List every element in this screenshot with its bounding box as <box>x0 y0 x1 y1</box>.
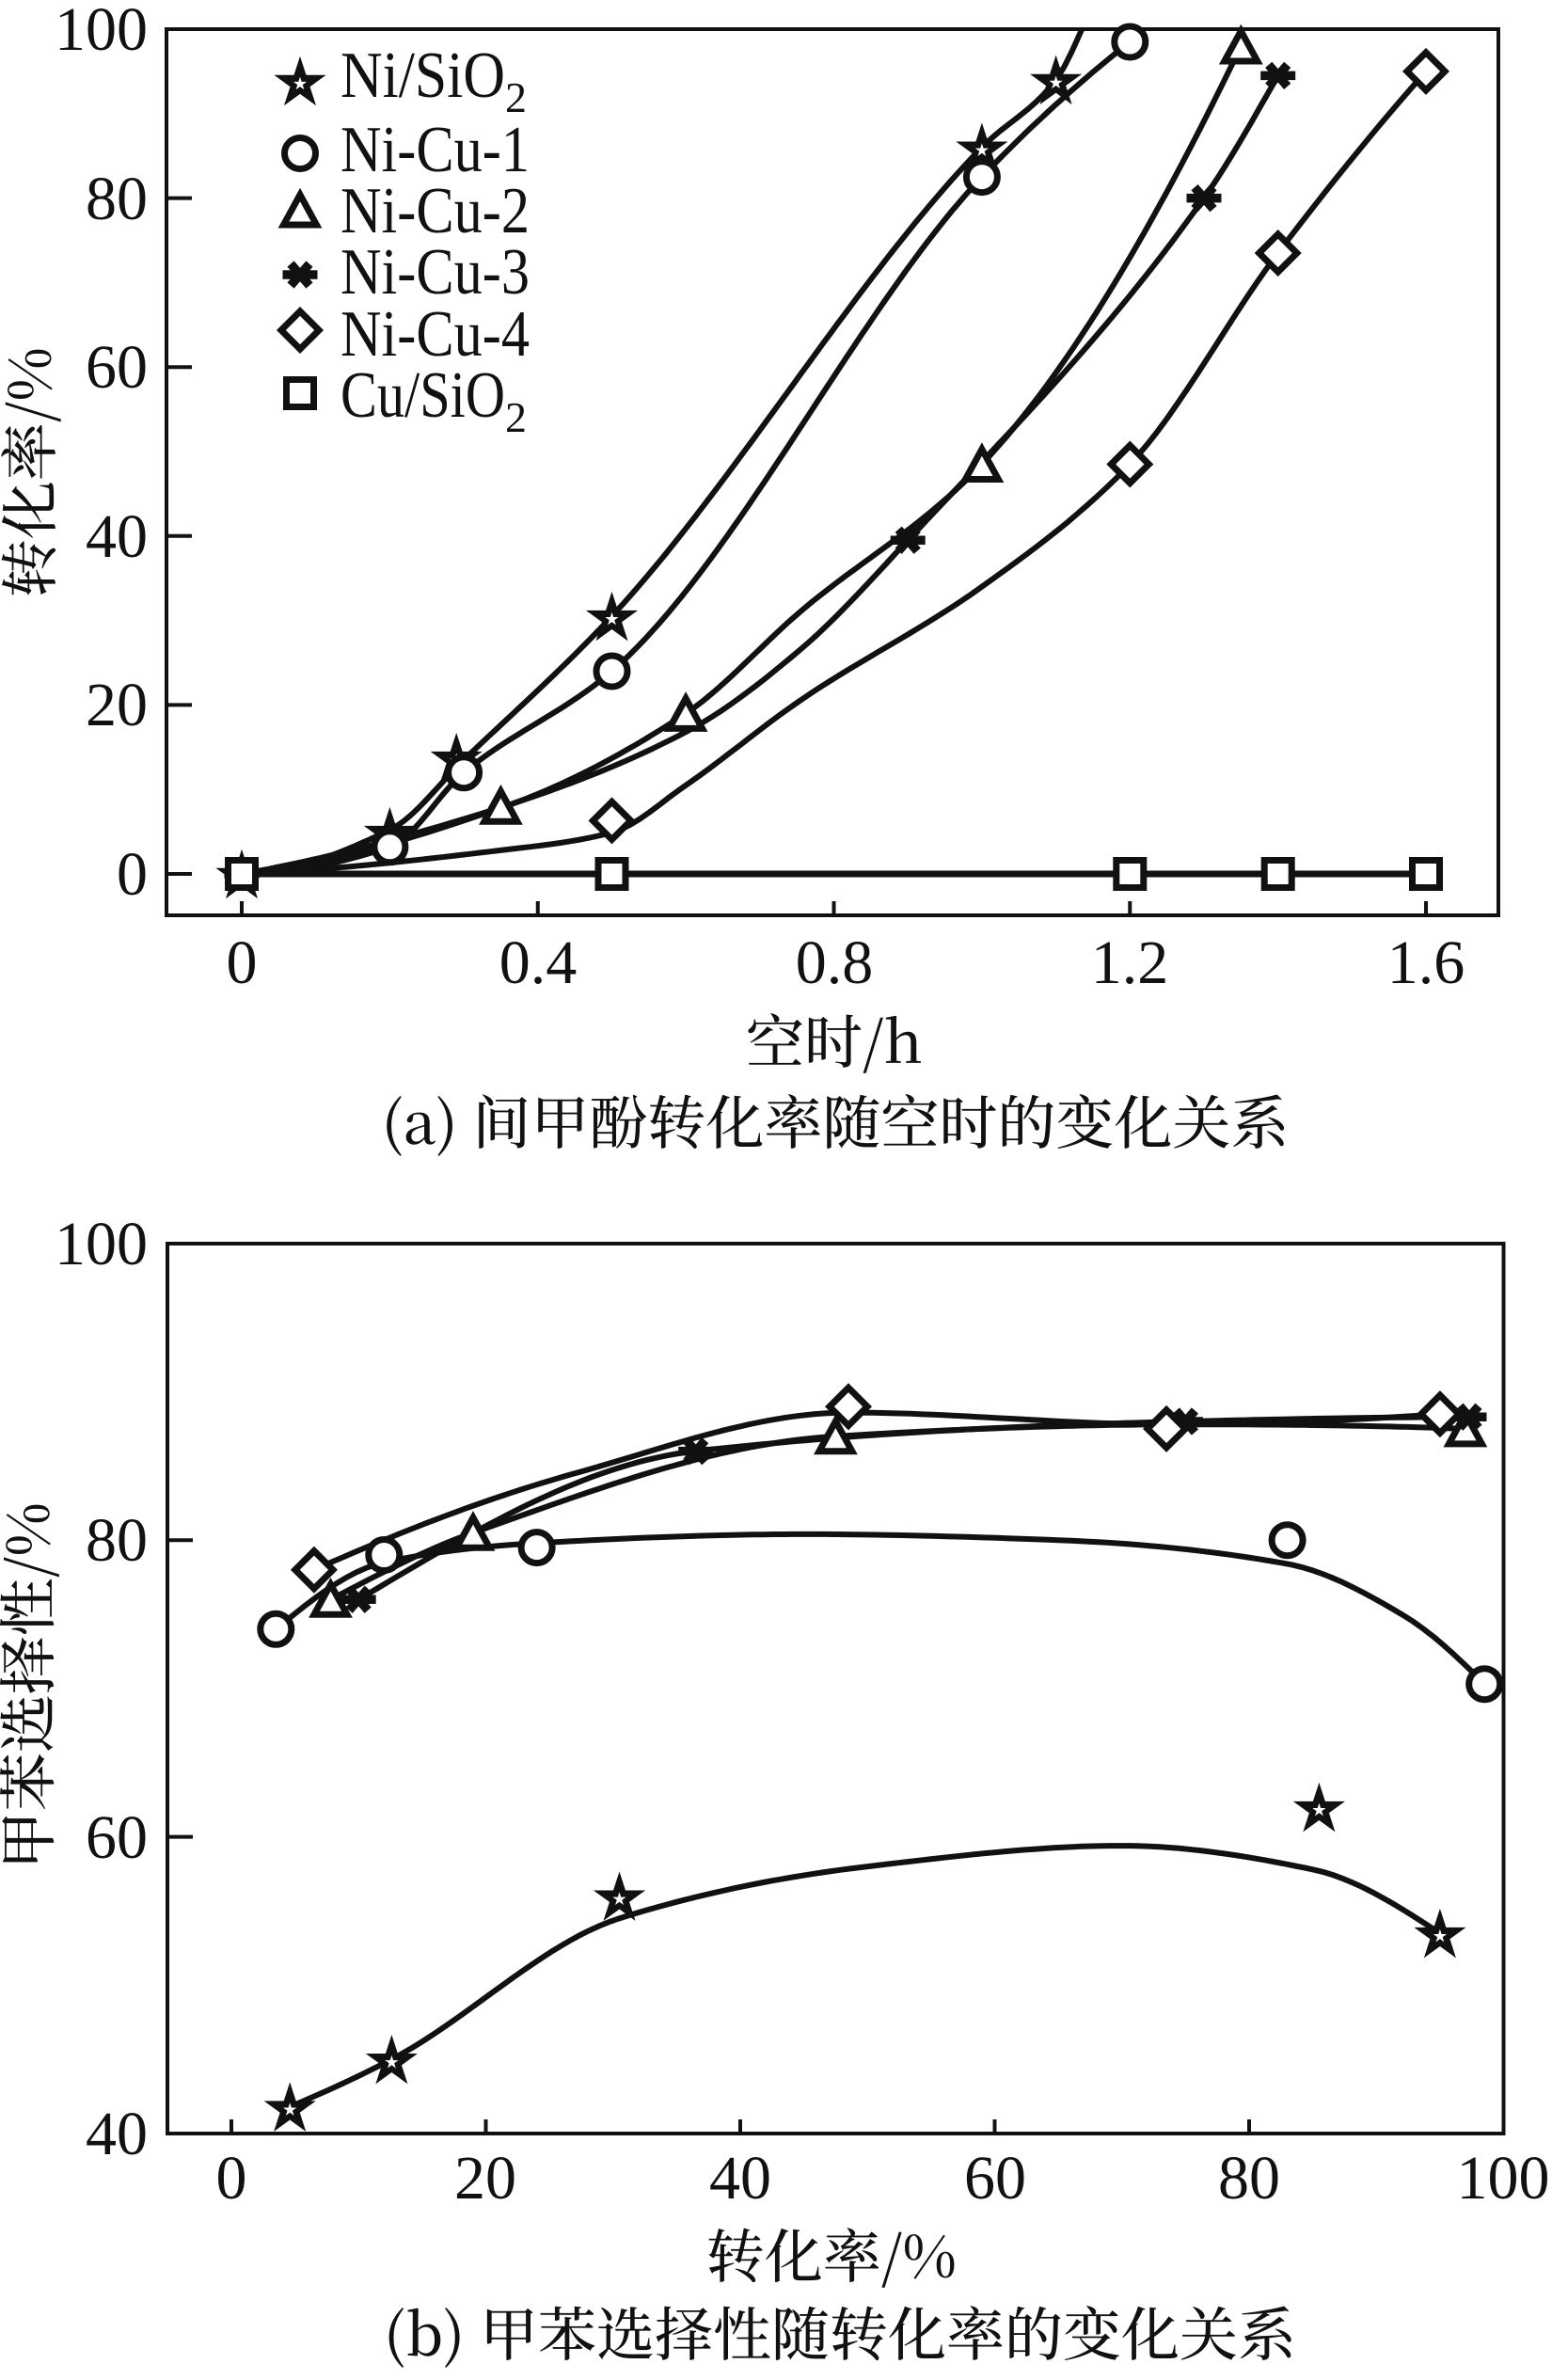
svg-text:Ni/SiO2: Ni/SiO2 <box>340 40 527 121</box>
svg-text:0.4: 0.4 <box>499 928 578 997</box>
svg-text:Cu/SiO2: Cu/SiO2 <box>340 359 527 441</box>
svg-text:80: 80 <box>86 165 148 233</box>
svg-text:40: 40 <box>86 2100 148 2168</box>
svg-text:1.2: 1.2 <box>1091 928 1169 997</box>
svg-text:80: 80 <box>86 1506 148 1575</box>
svg-text:20: 20 <box>86 671 148 739</box>
svg-text:Ni-Cu-1: Ni-Cu-1 <box>340 114 530 186</box>
svg-text:100: 100 <box>55 1210 148 1278</box>
svg-text:20: 20 <box>454 2144 516 2213</box>
svg-text:60: 60 <box>964 2144 1026 2213</box>
svg-text:80: 80 <box>1218 2144 1280 2213</box>
svg-text:100: 100 <box>1457 2144 1550 2213</box>
svg-text:60: 60 <box>86 333 148 402</box>
svg-text:40: 40 <box>709 2144 771 2213</box>
svg-text:Ni-Cu-4: Ni-Cu-4 <box>340 298 530 371</box>
svg-text:0.8: 0.8 <box>796 928 874 997</box>
svg-text:1.6: 1.6 <box>1387 928 1465 997</box>
svg-text:40: 40 <box>86 502 148 571</box>
svg-text:0: 0 <box>227 928 258 997</box>
svg-text:100: 100 <box>55 0 148 64</box>
svg-text:Ni-Cu-3: Ni-Cu-3 <box>340 236 530 309</box>
svg-text:60: 60 <box>86 1803 148 1872</box>
svg-text:Ni-Cu-2: Ni-Cu-2 <box>340 175 530 247</box>
svg-text:0: 0 <box>216 2144 247 2213</box>
svg-text:0: 0 <box>117 840 148 909</box>
